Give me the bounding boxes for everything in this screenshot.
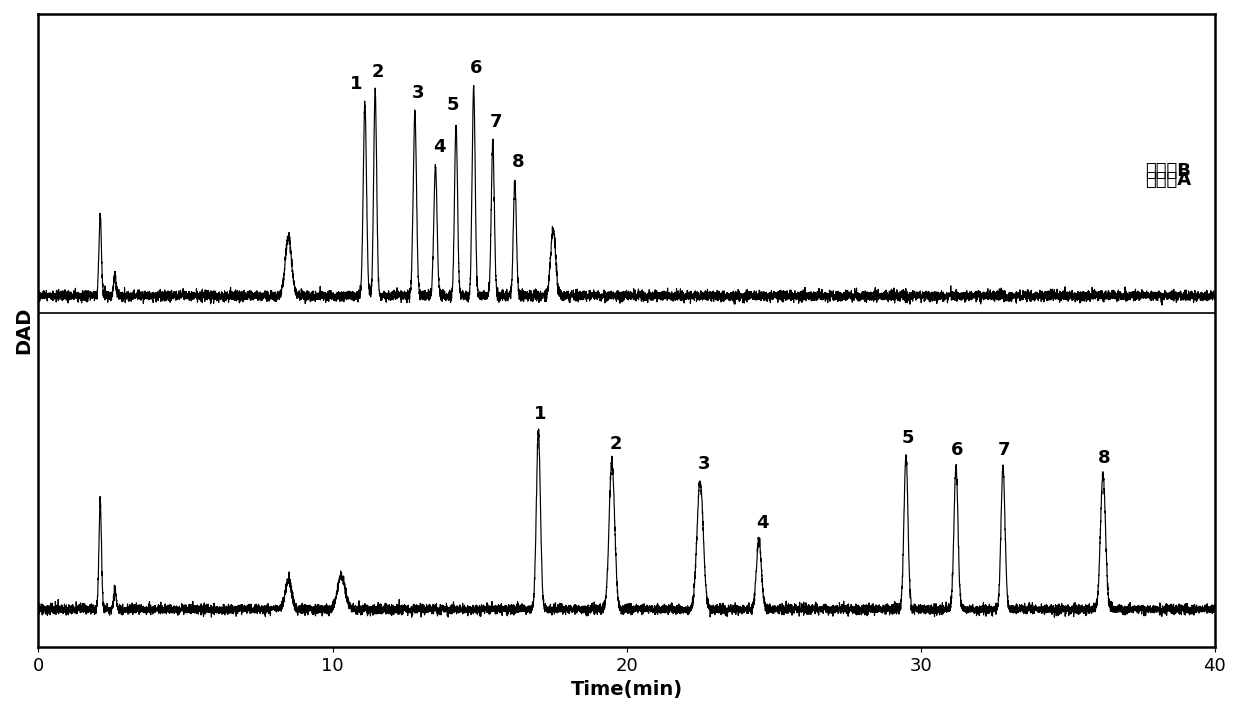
- Text: 1: 1: [533, 405, 546, 424]
- Text: 3: 3: [698, 455, 711, 473]
- Text: 7: 7: [490, 113, 502, 131]
- Text: 5: 5: [901, 429, 914, 447]
- Text: 2: 2: [610, 435, 622, 453]
- Y-axis label: DAD: DAD: [14, 307, 33, 354]
- Text: 5: 5: [446, 96, 459, 114]
- Text: 色谱柱B: 色谱柱B: [1146, 162, 1192, 180]
- Text: 4: 4: [756, 514, 769, 532]
- X-axis label: Time(min): Time(min): [570, 680, 683, 699]
- Text: 7: 7: [998, 441, 1011, 459]
- Text: 6: 6: [951, 441, 963, 459]
- Text: 2: 2: [372, 63, 384, 81]
- Text: 8: 8: [511, 153, 525, 170]
- Text: 6: 6: [470, 58, 482, 76]
- Text: 色谱柱A: 色谱柱A: [1145, 170, 1192, 188]
- Text: 3: 3: [412, 83, 424, 102]
- Text: 1: 1: [350, 76, 362, 93]
- Text: 4: 4: [433, 138, 445, 156]
- Text: 8: 8: [1099, 448, 1111, 467]
